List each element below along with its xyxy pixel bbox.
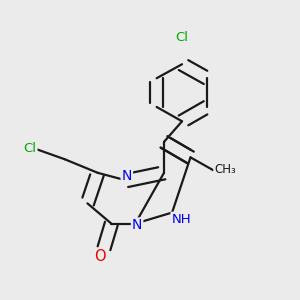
Text: N: N [122, 169, 132, 183]
Text: O: O [94, 249, 106, 264]
Text: Cl: Cl [23, 142, 37, 155]
Text: N: N [132, 218, 142, 233]
Text: NH: NH [172, 213, 191, 226]
Text: Cl: Cl [176, 31, 188, 44]
Text: CH₃: CH₃ [214, 163, 236, 176]
